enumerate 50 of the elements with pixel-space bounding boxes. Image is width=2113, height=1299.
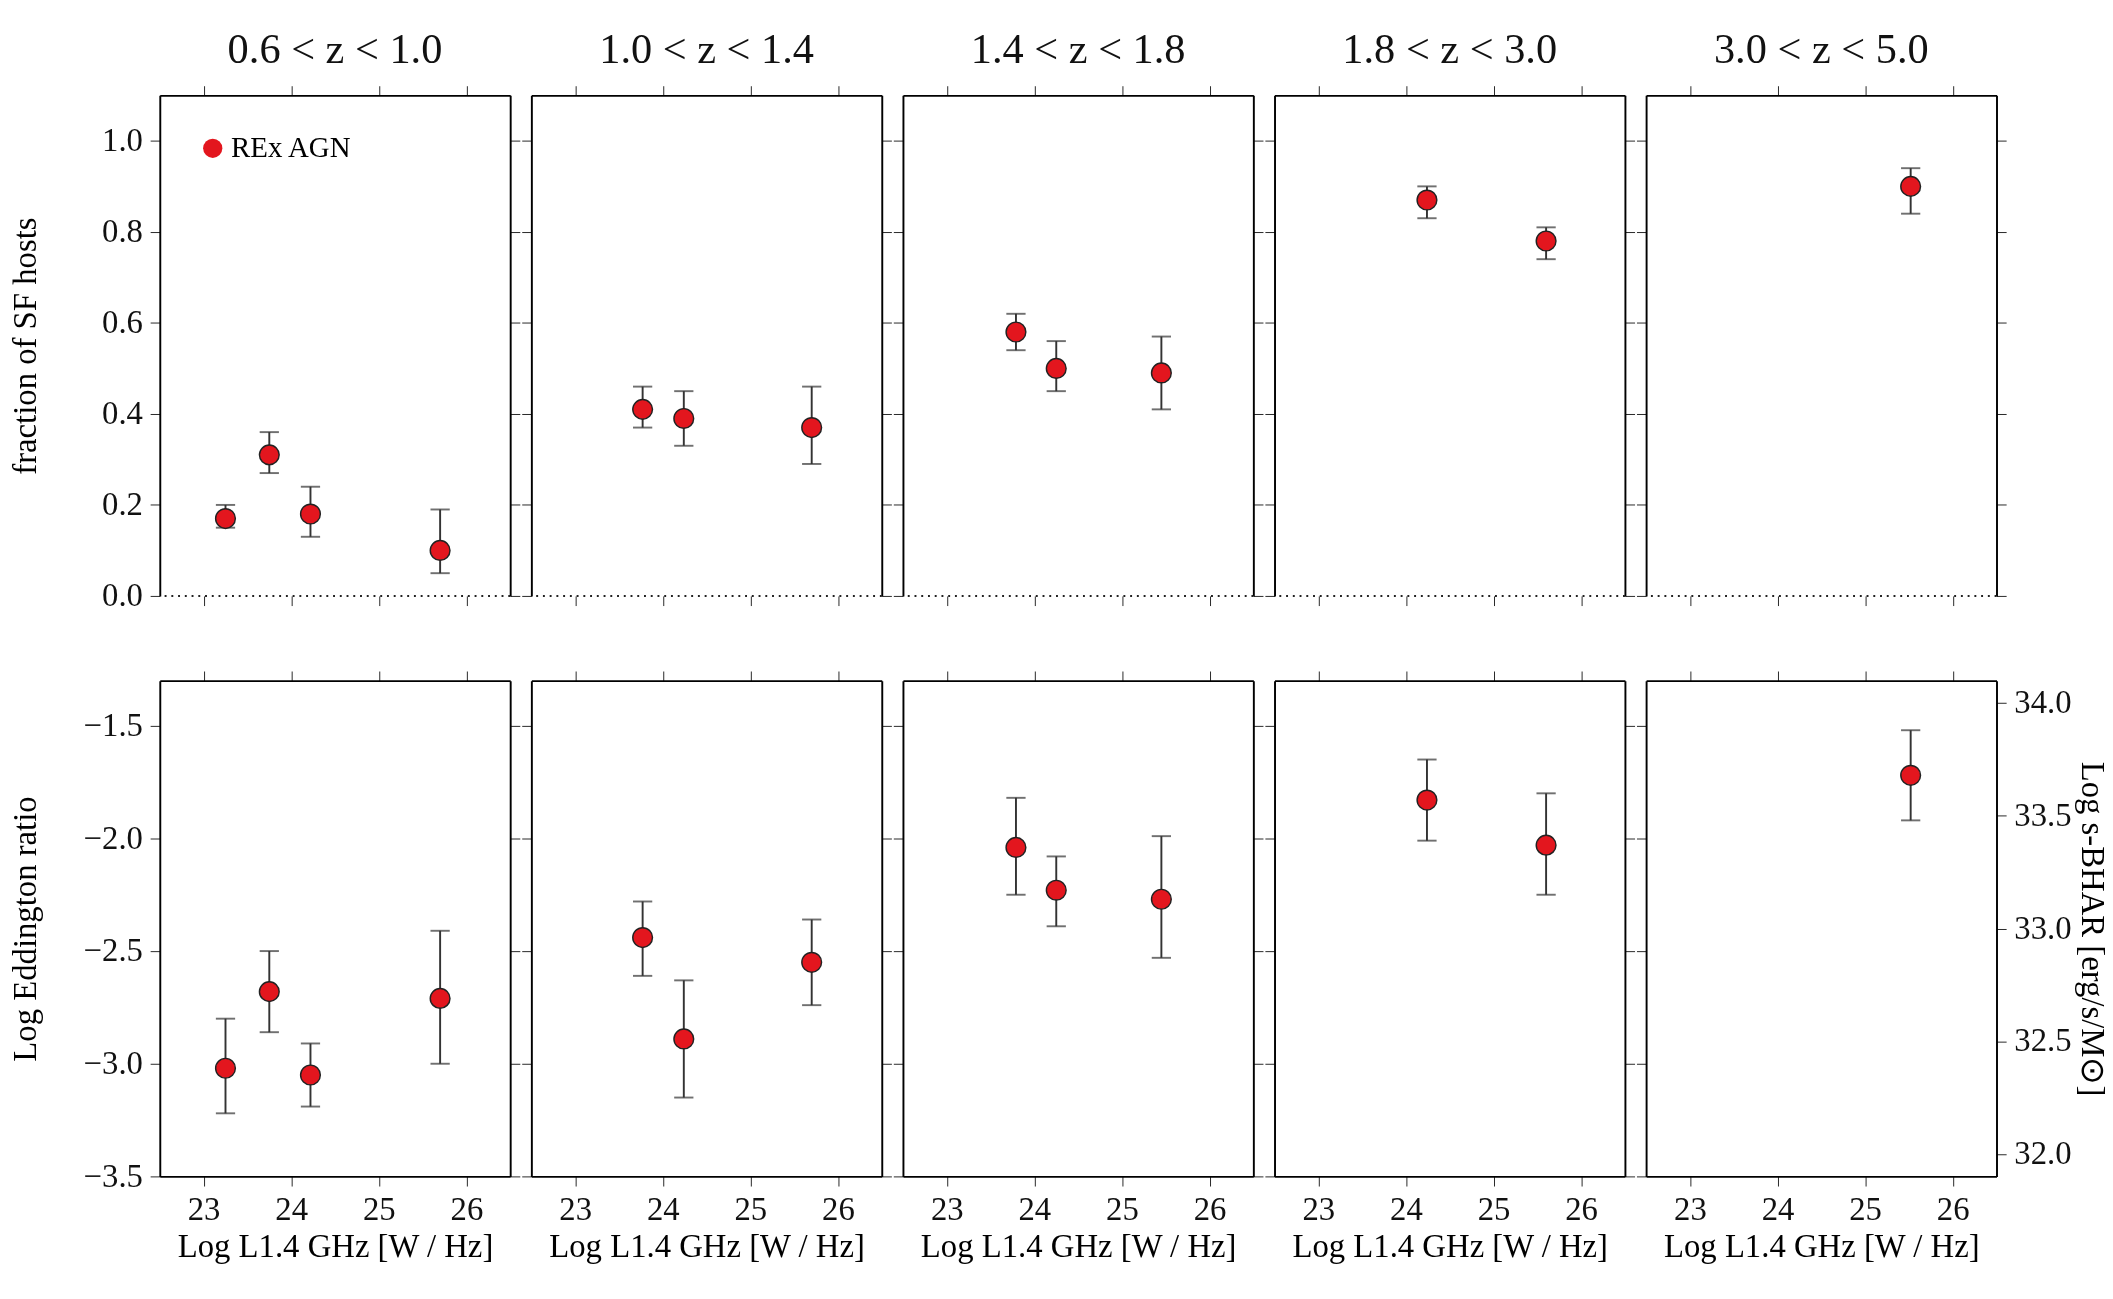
x-tick-label: 24 bbox=[1018, 1191, 1052, 1228]
y-tick-label: 1.0 bbox=[102, 121, 143, 158]
y-tick-label: 0.2 bbox=[102, 486, 143, 523]
x-axis-title: Log L1.4 GHz [W / Hz] bbox=[920, 1227, 1237, 1264]
x-axis-title: Log L1.4 GHz [W / Hz] bbox=[177, 1227, 494, 1264]
y-tick-label: 0.6 bbox=[102, 304, 143, 341]
x-axis-title: Log L1.4 GHz [W / Hz] bbox=[1292, 1227, 1609, 1264]
chart-title: 1.8 < z < 3.0 bbox=[1342, 25, 1558, 73]
x-tick-label: 23 bbox=[559, 1191, 593, 1228]
x-axis-title: Log L1.4 GHz [W / Hz] bbox=[1664, 1227, 1980, 1264]
x-tick-label: 25 bbox=[1477, 1191, 1511, 1228]
x-tick-label: 26 bbox=[1193, 1191, 1227, 1228]
chart-title: 1.4 < z < 1.8 bbox=[970, 25, 1186, 73]
x-axis-title: Log L1.4 GHz [W / Hz] bbox=[549, 1227, 865, 1264]
y-tick-label: −3.5 bbox=[83, 1157, 143, 1194]
x-tick-label: 26 bbox=[822, 1191, 855, 1228]
x-tick-label: 26 bbox=[450, 1191, 484, 1228]
chart-title: 0.6 < z < 1.0 bbox=[227, 25, 443, 73]
y-tick-label: 0.4 bbox=[102, 395, 143, 432]
x-tick-label: 23 bbox=[1302, 1191, 1336, 1228]
y-tick-label: 0.0 bbox=[102, 577, 143, 614]
y-tick-label: 0.8 bbox=[102, 213, 143, 249]
x-tick-label: 24 bbox=[646, 1191, 680, 1228]
y2-axis-title: Log s-BHAR [erg/s/M⊙] bbox=[2075, 761, 2112, 1097]
x-tick-label: 23 bbox=[930, 1191, 964, 1228]
text: 34.0 bbox=[2014, 684, 2072, 721]
x-tick-label: 25 bbox=[1849, 1191, 1882, 1228]
text: 32.5 bbox=[2014, 1022, 2072, 1059]
x-tick-label: 26 bbox=[1565, 1191, 1598, 1228]
x-tick-label: 23 bbox=[187, 1191, 221, 1228]
x-tick-label: 26 bbox=[1936, 1191, 1970, 1228]
x-tick-label: 24 bbox=[275, 1191, 309, 1228]
x-tick-label: 24 bbox=[1761, 1191, 1795, 1228]
x-tick-label: 23 bbox=[1674, 1191, 1707, 1228]
y-tick-label: −2.0 bbox=[83, 819, 143, 856]
y-tick-label: −1.5 bbox=[83, 706, 143, 743]
chart-title: 3.0 < z < 5.0 bbox=[1713, 25, 1929, 73]
legend-label: REx AGN bbox=[231, 130, 351, 163]
y-tick-label: −3.0 bbox=[83, 1044, 143, 1081]
x-tick-label: 25 bbox=[362, 1191, 396, 1228]
chart-title: 1.0 < z < 1.4 bbox=[599, 25, 814, 73]
y-tick-label: −2.5 bbox=[83, 932, 143, 969]
text: 33.5 bbox=[2014, 796, 2072, 833]
x-tick-label: 25 bbox=[1106, 1191, 1139, 1228]
y-axis-title: Log Eddington ratio bbox=[7, 796, 44, 1062]
text: 33.0 bbox=[2014, 909, 2072, 946]
text: 32.0 bbox=[2014, 1134, 2072, 1171]
x-tick-label: 24 bbox=[1390, 1191, 1423, 1228]
y-axis-title: fraction of SF hosts bbox=[7, 217, 44, 475]
x-tick-label: 25 bbox=[734, 1191, 768, 1228]
